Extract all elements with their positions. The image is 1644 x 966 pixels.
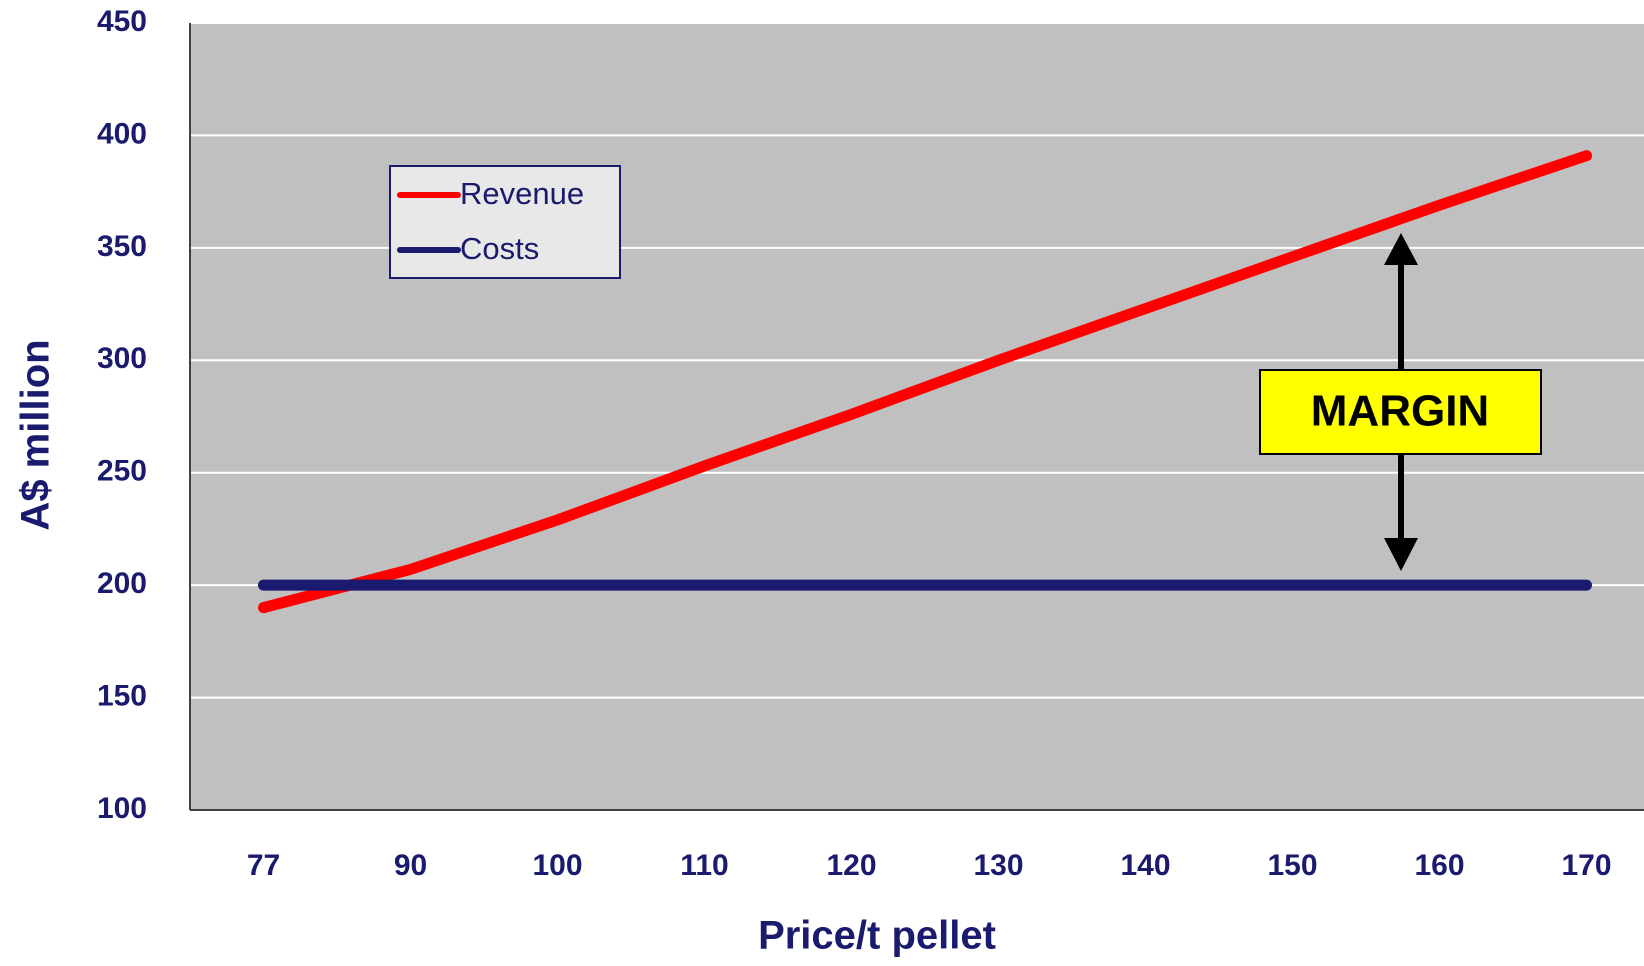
x-tick-label: 140	[1120, 849, 1170, 882]
y-axis-title: A$ million	[14, 339, 58, 530]
annotation: MARGIN	[1259, 233, 1542, 571]
y-tick-label: 400	[97, 117, 147, 150]
x-tick-label: 120	[826, 849, 876, 882]
arrow-head	[1384, 233, 1418, 265]
y-tick-label: 350	[97, 230, 147, 263]
legend: Revenue Costs	[389, 165, 621, 279]
y-tick-label: 100	[97, 792, 147, 825]
y-tick-label: 150	[97, 679, 147, 712]
series-line	[258, 150, 1592, 614]
x-tick-label: 150	[1267, 849, 1317, 882]
x-tick-label: 100	[532, 849, 582, 882]
y-tick-label: 450	[97, 5, 147, 38]
x-tick-label: 110	[680, 849, 728, 882]
legend-label: Revenue	[460, 176, 584, 211]
x-tick-label: 77	[247, 849, 280, 882]
arrow-head	[1384, 538, 1418, 571]
x-tick-label: 170	[1561, 849, 1611, 882]
x-axis-title: Price/t pellet	[758, 914, 996, 958]
x-tick-label: 160	[1414, 849, 1464, 882]
x-tick-label: 130	[973, 849, 1023, 882]
annotation-text: MARGIN	[1311, 387, 1489, 436]
annotation-box	[1259, 369, 1542, 455]
legend-label: Costs	[460, 231, 539, 266]
legend-box	[389, 165, 621, 279]
lines	[258, 150, 1592, 614]
y-tick-label: 250	[97, 455, 147, 488]
x-tick-label: 90	[394, 849, 427, 882]
y-tick-label: 200	[97, 567, 147, 600]
y-tick-label: 300	[97, 342, 147, 375]
